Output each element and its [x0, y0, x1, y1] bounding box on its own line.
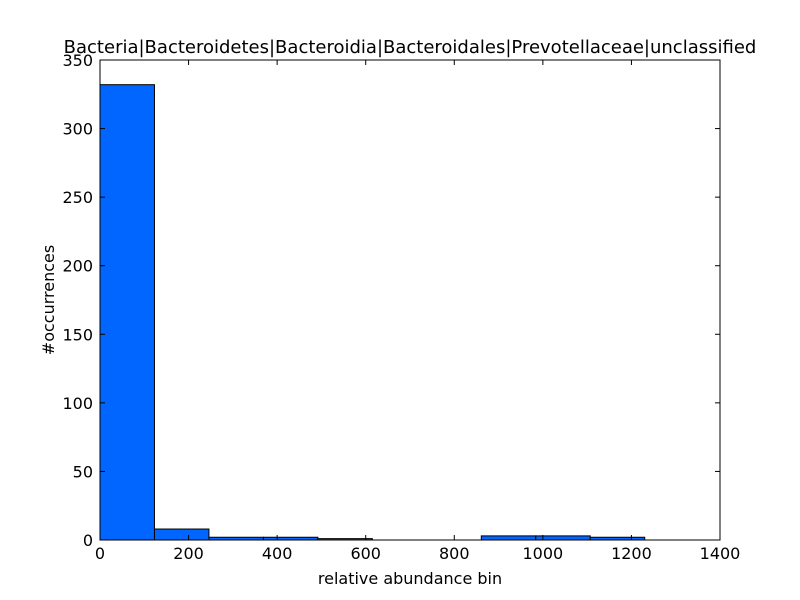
- histogram-bar-2: [153, 528, 210, 541]
- y-axis-label: #occurrences: [39, 245, 58, 355]
- y-tick-label: 150: [62, 325, 93, 344]
- y-tick-label: 300: [62, 120, 93, 139]
- histogram-bar-9: [535, 535, 591, 541]
- x-tick-label: 0: [95, 544, 105, 563]
- y-tick-label: 100: [62, 394, 93, 413]
- y-tick-label: 50: [73, 462, 93, 481]
- histogram-bar-8: [480, 535, 537, 541]
- x-tick-label: 1200: [611, 544, 652, 563]
- x-axis-label: relative abundance bin: [318, 569, 502, 588]
- x-tick-label: 200: [173, 544, 204, 563]
- x-axis-ticks: 0 200 400 600 800 1000 1200 1400: [95, 60, 740, 563]
- x-tick-label: 1400: [700, 544, 741, 563]
- y-tick-label: 200: [62, 257, 93, 276]
- y-tick-label: 0: [83, 531, 93, 550]
- y-tick-label: 350: [62, 51, 93, 70]
- y-tick-label: 250: [62, 188, 93, 207]
- x-tick-label: 400: [262, 544, 293, 563]
- x-tick-label: 800: [439, 544, 470, 563]
- bar-group: [99, 84, 646, 541]
- plot-frame: [99, 59, 721, 541]
- x-tick-label: 600: [350, 544, 381, 563]
- chart-title: Bacteria|Bacteroidetes|Bacteroidia|Bacte…: [64, 37, 757, 58]
- x-tick-label: 1000: [522, 544, 563, 563]
- histogram-bar-1: [99, 84, 155, 541]
- y-axis-ticks: 0 50 100 150 200 250 300 350: [62, 51, 720, 550]
